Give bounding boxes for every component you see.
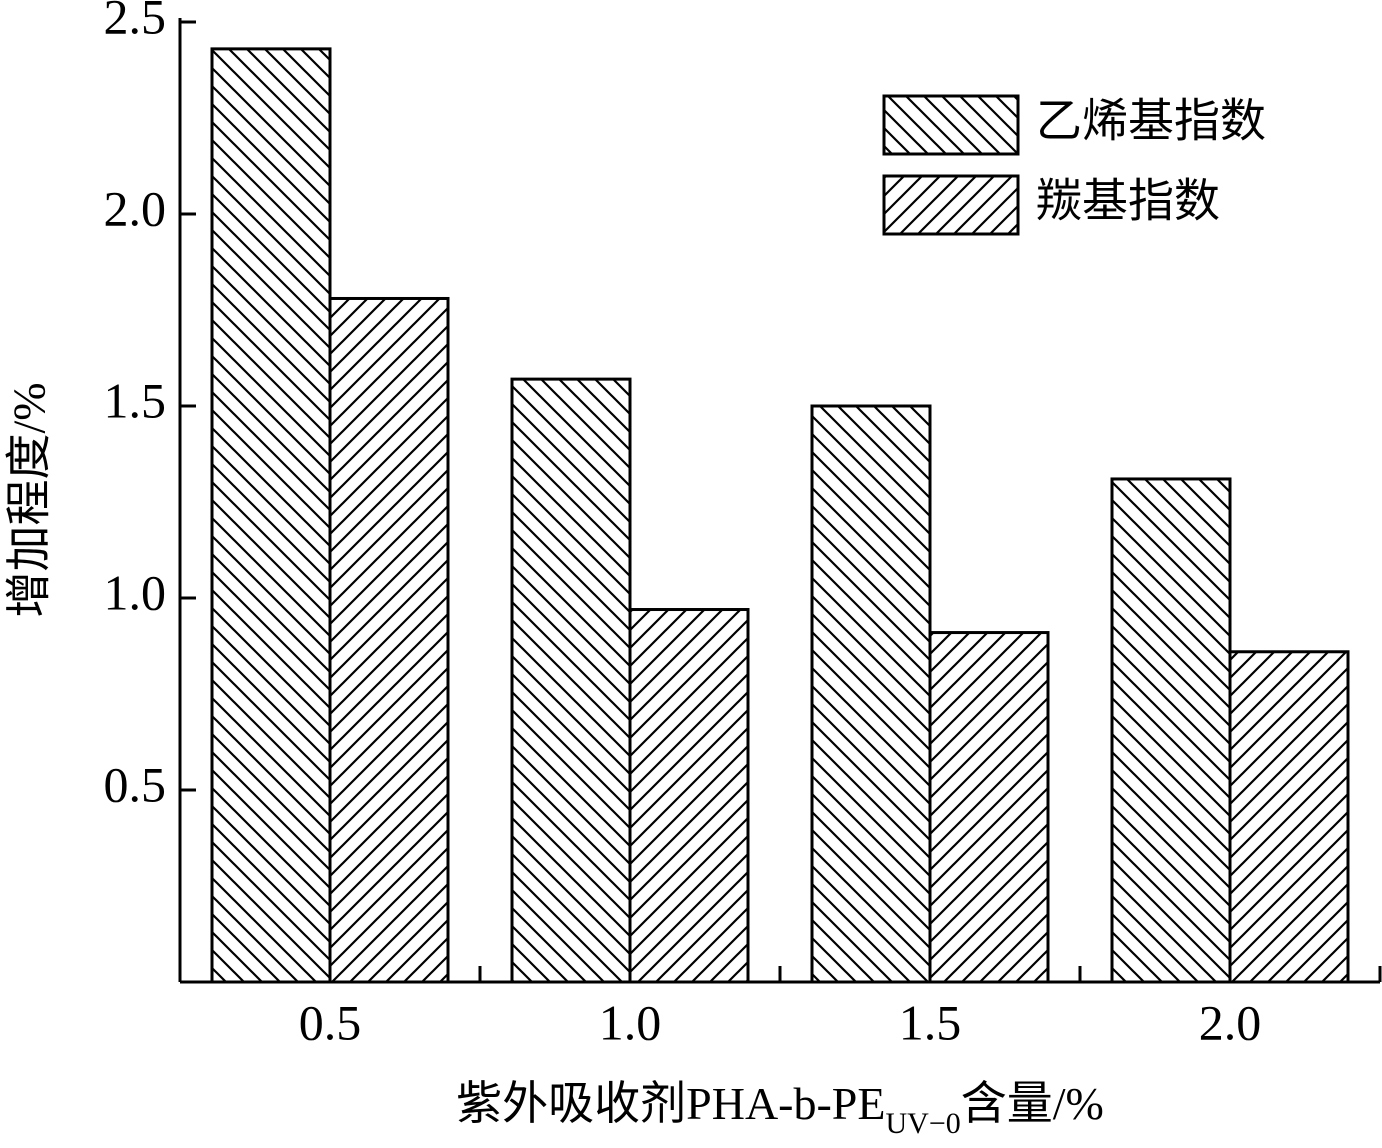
bar-hatch xyxy=(210,47,332,984)
x-tick-label: 1.5 xyxy=(899,994,962,1050)
x-label-subscript: UV−0 xyxy=(885,1107,960,1140)
y-axis-label: 增加程度/% xyxy=(4,382,55,617)
x-label-suffix: 含量/% xyxy=(961,1078,1104,1129)
x-tick-label: 1.0 xyxy=(599,994,662,1050)
x-label-main: 紫外吸收剂PHA-b-PE xyxy=(456,1078,885,1129)
x-tick-label: 0.5 xyxy=(299,994,362,1050)
legend-swatch-hatch xyxy=(882,174,1020,236)
bar-hatch xyxy=(928,631,1050,984)
x-axis-label: 紫外吸收剂PHA-b-PEUV−0含量/% xyxy=(456,1078,1104,1140)
bar-hatch xyxy=(1110,477,1232,984)
bar-hatch xyxy=(628,608,750,984)
y-tick-label: 2.0 xyxy=(104,180,167,236)
bar-hatch xyxy=(810,404,932,984)
y-tick-label: 1.0 xyxy=(104,564,167,620)
bar-hatch xyxy=(328,296,450,984)
bar-hatch xyxy=(510,377,632,984)
y-tick-label: 0.5 xyxy=(104,756,167,812)
legend-label: 乙烯基指数 xyxy=(1036,96,1266,147)
y-tick-label: 1.5 xyxy=(104,372,167,428)
y-tick-label: 2.5 xyxy=(104,0,167,44)
x-tick-label: 2.0 xyxy=(1199,994,1262,1050)
legend-swatch-hatch xyxy=(882,94,1020,156)
legend-label: 羰基指数 xyxy=(1036,176,1220,227)
bar-hatch xyxy=(1228,650,1350,984)
